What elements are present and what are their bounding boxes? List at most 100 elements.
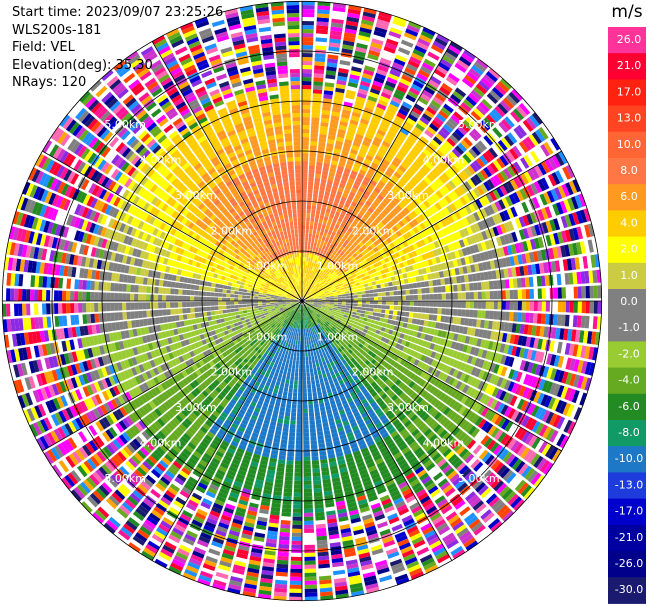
velocity-gate (311, 209, 316, 214)
velocity-gate (303, 281, 305, 286)
velocity-gate (310, 141, 318, 146)
velocity-gate (400, 127, 410, 136)
velocity-gate (303, 285, 306, 290)
velocity-gate (351, 145, 360, 152)
velocity-gate (412, 107, 423, 116)
velocity-gate (310, 284, 314, 288)
velocity-gate (363, 158, 372, 165)
velocity-gate (316, 161, 323, 167)
velocity-gate (307, 241, 311, 246)
velocity-gate (400, 105, 411, 113)
velocity-gate (308, 165, 315, 170)
velocity-gate (344, 138, 353, 145)
velocity-gate (325, 74, 336, 80)
velocity-gate (305, 265, 308, 270)
velocity-gate (320, 182, 326, 188)
velocity-gate (319, 231, 324, 237)
velocity-gate (310, 245, 314, 250)
velocity-gate (302, 281, 304, 286)
velocity-gate (335, 194, 342, 200)
velocity-gate (446, 48, 459, 58)
velocity-gate (318, 194, 324, 200)
velocity-gate (436, 65, 448, 75)
velocity-gate (406, 63, 418, 72)
velocity-gate (330, 26, 343, 32)
velocity-gate (356, 42, 368, 50)
velocity-gate (320, 118, 330, 123)
velocity-gate (346, 160, 354, 167)
velocity-gate (376, 103, 387, 111)
velocity-gate (350, 148, 358, 155)
velocity-gate (326, 204, 332, 210)
velocity-gate (302, 9, 315, 14)
velocity-gate (323, 264, 328, 269)
velocity-gate (388, 148, 397, 156)
velocity-gate (383, 46, 396, 54)
nrays-label: NRays: 120 (12, 75, 87, 90)
velocity-gate (320, 211, 325, 216)
velocity-gate (436, 33, 450, 44)
velocity-gate (302, 129, 310, 134)
velocity-gate (330, 164, 337, 170)
velocity-gate (345, 93, 355, 100)
velocity-gate (334, 144, 342, 150)
velocity-gate (388, 103, 399, 112)
velocity-gate (306, 253, 310, 258)
velocity-gate (363, 7, 377, 15)
velocity-gate (323, 216, 329, 221)
velocity-gate (339, 200, 345, 206)
velocity-gate (334, 91, 345, 98)
velocity-gate (304, 245, 308, 250)
velocity-gate (309, 225, 314, 230)
velocity-gate (312, 93, 322, 98)
velocity-gate (411, 83, 422, 92)
velocity-gate (315, 37, 328, 43)
velocity-gate (347, 81, 358, 88)
velocity-gate (305, 237, 309, 242)
velocity-gate (311, 109, 321, 114)
velocity-gate (306, 286, 309, 290)
velocity-gate (341, 175, 349, 182)
velocity-gate (302, 13, 315, 18)
velocity-gate (389, 27, 403, 35)
velocity-gate (337, 71, 349, 78)
velocity-gate (308, 181, 314, 186)
velocity-gate (302, 105, 311, 110)
velocity-gate (331, 189, 337, 195)
velocity-gate (320, 248, 325, 254)
velocity-gate (375, 22, 389, 31)
velocity-gate (356, 92, 367, 99)
velocity-gate (302, 21, 314, 26)
velocity-gate (360, 144, 369, 151)
velocity-gate (309, 261, 312, 267)
velocity-gate (302, 289, 304, 293)
velocity-gate (329, 34, 342, 40)
velocity-gate (326, 221, 332, 226)
velocity-gate (336, 79, 347, 86)
velocity-gate (307, 282, 310, 287)
velocity-gate (310, 129, 319, 134)
velocity-gate (302, 121, 310, 126)
velocity-gate (307, 261, 310, 266)
velocity-gate (375, 106, 385, 114)
velocity-gate (419, 34, 433, 44)
velocity-gate (450, 41, 463, 52)
velocity-gate (420, 65, 432, 75)
velocity-gate (341, 48, 353, 54)
velocity-gate (320, 261, 324, 267)
velocity-gate (313, 189, 319, 195)
velocity-gate (321, 174, 328, 180)
velocity-gate (307, 201, 312, 206)
velocity-gate (322, 199, 328, 205)
velocity-gate (396, 85, 408, 94)
velocity-gate (324, 259, 328, 264)
velocity-gate (368, 183, 375, 190)
velocity-gate (336, 229, 342, 235)
velocity-gate (306, 217, 310, 222)
velocity-gate (414, 103, 425, 112)
velocity-gate (329, 244, 334, 249)
velocity-gate (323, 249, 327, 255)
velocity-gate (302, 285, 304, 290)
velocity-gate (304, 289, 306, 294)
velocity-gate (352, 166, 360, 173)
